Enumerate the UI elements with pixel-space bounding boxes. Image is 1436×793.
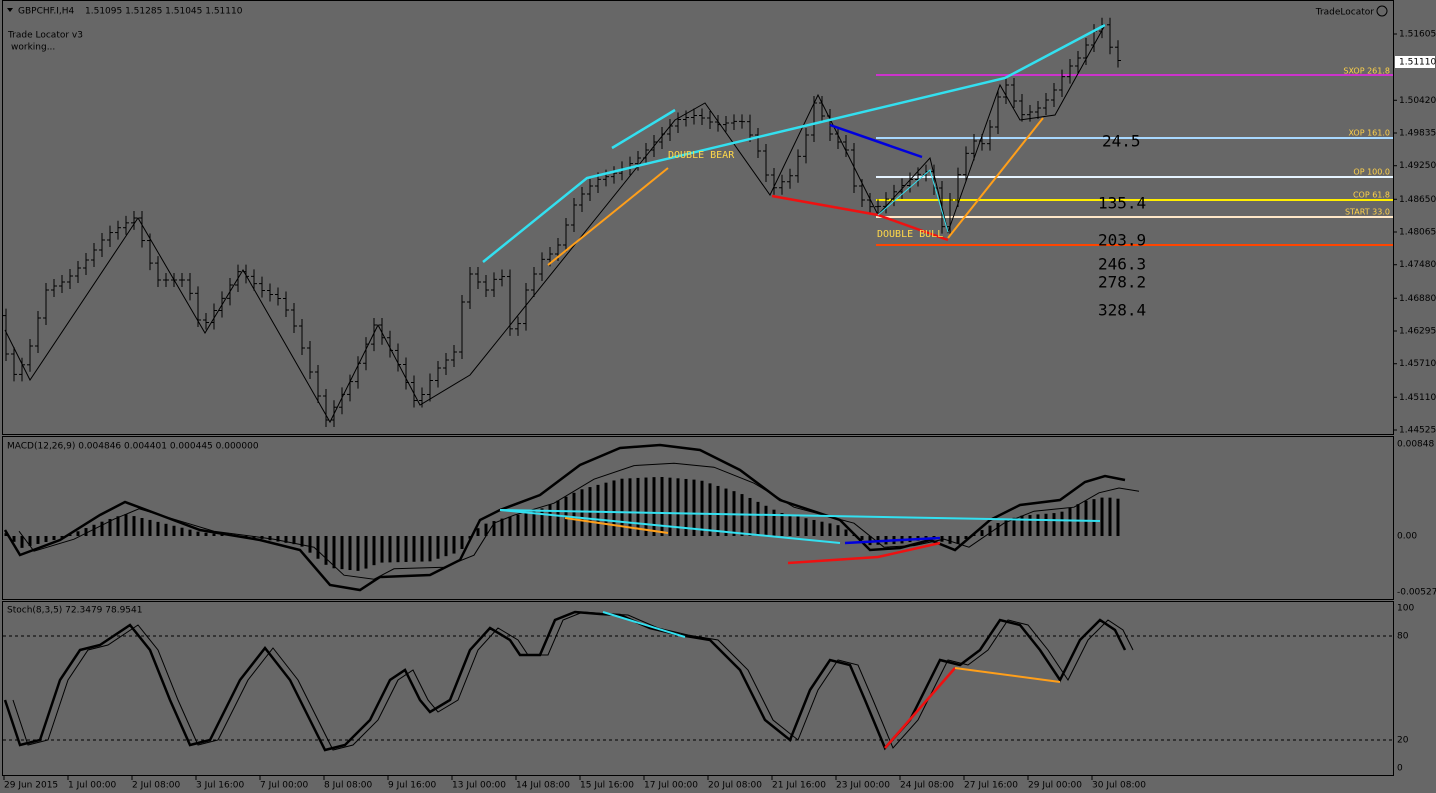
fib-label: START 33.0 xyxy=(1345,208,1390,217)
price-label: 1.50420 xyxy=(1399,96,1436,106)
stoch-axis-label: 0 xyxy=(1397,764,1403,774)
quotes: 1.51095 1.51285 1.51045 1.51110 xyxy=(85,7,243,17)
macd-label: MACD(12,26,9) 0.004846 0.004401 0.000445… xyxy=(7,442,259,452)
fib-label: OP 100.0 xyxy=(1353,168,1390,177)
stoch-axis-label: 80 xyxy=(1397,632,1409,642)
signal-line xyxy=(18,462,1140,580)
time-label: 2 Jul 08:00 xyxy=(132,781,181,791)
price-label: 1.47480 xyxy=(1399,260,1436,270)
time-label: 29 Jun 2015 xyxy=(4,781,58,791)
trend-line xyxy=(954,667,1061,683)
price-label: 1.46880 xyxy=(1399,294,1436,304)
trend-line xyxy=(787,541,941,565)
stoch-series xyxy=(3,610,1134,752)
projection: 328.4 xyxy=(1098,301,1146,320)
time-label: 9 Jul 16:00 xyxy=(388,781,437,791)
fib-label: COP 61.8 xyxy=(1353,191,1390,200)
time-label: 23 Jul 00:00 xyxy=(836,781,890,791)
macd-axis-label: -0.005274 xyxy=(1397,588,1436,598)
main-panel xyxy=(2,0,1394,435)
trend-line xyxy=(611,108,676,150)
trend-line xyxy=(564,517,669,534)
projection: 278.2 xyxy=(1098,273,1146,292)
stoch-signal xyxy=(12,611,1134,751)
macd-line xyxy=(3,443,1126,592)
menu-arrow[interactable] xyxy=(7,8,13,12)
time-label: 20 Jul 08:00 xyxy=(708,781,762,791)
current-price-box xyxy=(1395,56,1435,68)
stoch-axis-label: 100 xyxy=(1397,604,1414,614)
time-label: 15 Jul 16:00 xyxy=(580,781,634,791)
stoch-axis-label: 20 xyxy=(1397,736,1409,746)
time-label: 30 Jul 08:00 xyxy=(1092,781,1146,791)
indicator-status: working... xyxy=(11,43,55,53)
projection: 203.9 xyxy=(1098,231,1146,250)
time-label: 8 Jul 08:00 xyxy=(324,781,373,791)
trend-line xyxy=(947,117,1044,239)
time-axis: 29 Jun 2015 1 Jul 00:00 2 Jul 08:00 3 Jul 1… xyxy=(3,775,1146,791)
price-label: 1.48650 xyxy=(1399,195,1436,205)
zigzag xyxy=(4,24,1106,424)
pattern-label: DOUBLE BULL xyxy=(877,229,943,240)
price-series xyxy=(3,17,1121,427)
fib-label: XOP 161.0 xyxy=(1348,129,1390,138)
time-label: 29 Jul 00:00 xyxy=(1028,781,1082,791)
pattern-label: DOUBLE BEAR xyxy=(668,150,735,161)
macd-lines xyxy=(499,509,1101,565)
projection: 246.3 xyxy=(1098,255,1146,274)
trend-line xyxy=(499,509,1101,522)
price-label: 1.48065 xyxy=(1399,228,1436,238)
pattern-lines xyxy=(482,23,1106,266)
stoch-label: Stoch(8,3,5) 72.3479 78.9541 xyxy=(7,606,142,616)
time-label: 17 Jul 00:00 xyxy=(644,781,698,791)
price-label: 1.45110 xyxy=(1399,393,1436,403)
macd-axis-label: 0.00 xyxy=(1397,532,1417,542)
brand: TradeLocator xyxy=(1315,8,1375,18)
trend-line xyxy=(547,167,669,266)
macd-axis-label: 0.00848 xyxy=(1397,440,1434,450)
price-label: 1.49835 xyxy=(1399,129,1436,139)
symbol: GBPCHF.I,H4 xyxy=(18,7,75,17)
time-label: 14 Jul 08:00 xyxy=(516,781,570,791)
trend-line xyxy=(499,509,841,544)
indicator-name: Trade Locator v3 xyxy=(7,31,83,41)
time-label: 27 Jul 16:00 xyxy=(964,781,1018,791)
trend-line xyxy=(877,169,949,233)
time-label: 21 Jul 16:00 xyxy=(772,781,826,791)
trend-line xyxy=(602,611,686,638)
time-label: 13 Jul 00:00 xyxy=(452,781,506,791)
current-price: 1.51110 xyxy=(1399,58,1436,68)
fib-label: SXOP 261.8 xyxy=(1343,67,1390,76)
time-label: 3 Jul 16:00 xyxy=(196,781,245,791)
projection: 24.5 xyxy=(1102,132,1141,151)
trend-line xyxy=(844,536,941,545)
price-label: 1.51605 xyxy=(1399,30,1436,40)
macd-panel xyxy=(2,436,1394,600)
trend-line xyxy=(482,23,1106,263)
stoch-lines xyxy=(602,611,1061,749)
price-label: 1.45710 xyxy=(1399,359,1436,369)
price-axis: 1.51605 1.50420 1.49835 1.49250 1.48650 1.480… xyxy=(1393,30,1436,436)
price-label: 1.49250 xyxy=(1399,161,1436,171)
brand-icon[interactable] xyxy=(1376,5,1388,17)
projection: 135.4 xyxy=(1098,194,1146,213)
time-label: 24 Jul 08:00 xyxy=(900,781,954,791)
trend-line xyxy=(829,123,923,159)
time-label: 7 Jul 00:00 xyxy=(260,781,309,791)
time-label: 1 Jul 00:00 xyxy=(68,781,117,791)
stoch-panel xyxy=(2,601,1394,776)
trend-line xyxy=(884,667,956,749)
price-label: 1.44525 xyxy=(1399,426,1436,436)
price-label: 1.46295 xyxy=(1399,327,1436,337)
